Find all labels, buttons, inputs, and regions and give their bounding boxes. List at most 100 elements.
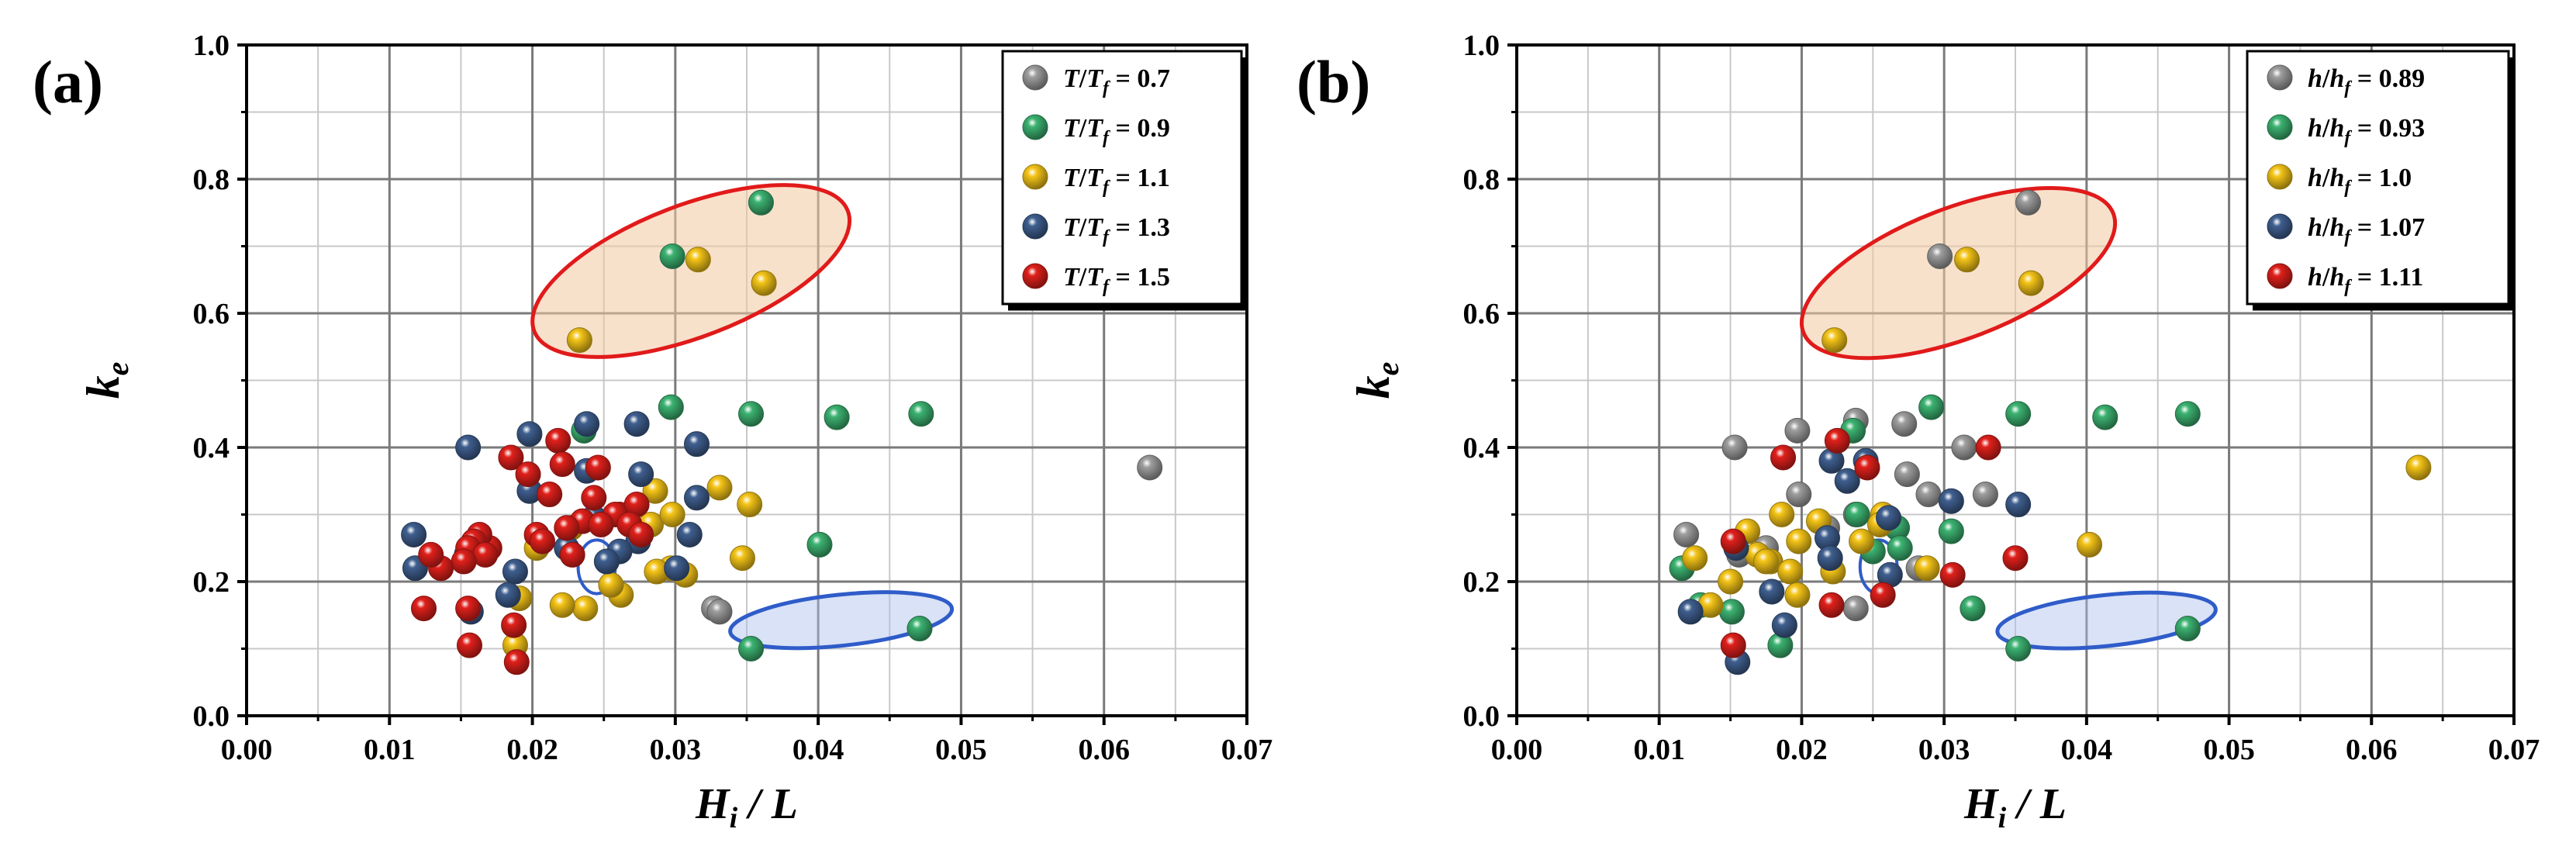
x-axis-ticks: 0.00 0.01 0.02 0.03 0.04 0.05 0.06 0.07 xyxy=(1491,716,2540,766)
x-tick-label: 0.07 xyxy=(2488,734,2540,766)
legend-label: T/Tf = 0.7 xyxy=(1063,64,1170,98)
legend-marker xyxy=(1022,114,1048,140)
legend-marker xyxy=(1022,213,1048,240)
point-series-1 xyxy=(738,401,765,427)
highlight-ellipses xyxy=(530,183,955,651)
y-tick-label: 0.4 xyxy=(193,432,230,465)
point-series-1 xyxy=(658,394,684,420)
point-series-2 xyxy=(2405,454,2432,481)
point-series-2 xyxy=(737,492,763,518)
point-series-4 xyxy=(1975,434,2001,461)
point-series-1 xyxy=(2005,636,2032,661)
point-series-0 xyxy=(1786,482,1812,508)
point-series-3 xyxy=(1771,612,1797,638)
y-tick-label: 1.0 xyxy=(193,29,230,62)
legend-label: T/Tf = 1.3 xyxy=(1063,213,1170,247)
legend-marker xyxy=(2267,114,2293,140)
point-series-1 xyxy=(1718,599,1745,625)
legend-label: h/hf = 1.0 xyxy=(2308,164,2412,198)
point-series-2 xyxy=(706,475,733,501)
point-series-1 xyxy=(2092,404,2118,430)
point-series-0 xyxy=(1842,596,1869,622)
point-series-4 xyxy=(585,454,611,481)
point-series-1 xyxy=(1938,518,1964,544)
y-axis-title: ke xyxy=(78,362,135,399)
y-tick-label: 0.8 xyxy=(193,164,230,196)
point-series-3 xyxy=(516,421,543,447)
legend-marker xyxy=(2267,263,2293,289)
point-series-2 xyxy=(1822,327,1848,354)
point-series-3 xyxy=(455,434,482,461)
point-series-2 xyxy=(1777,558,1804,585)
y-tick-label: 1.0 xyxy=(1463,29,1500,62)
point-series-3 xyxy=(401,521,427,547)
point-series-3 xyxy=(574,411,600,437)
point-series-2 xyxy=(659,502,685,527)
point-series-3 xyxy=(684,485,710,511)
point-series-2 xyxy=(1784,582,1811,608)
legend-label: h/hf = 1.07 xyxy=(2308,213,2425,247)
y-tick-label: 0.2 xyxy=(1463,566,1500,599)
legend: T/Tf = 0.7 T/Tf = 0.9 T/Tf = 1.1 T/Tf = 1.3… xyxy=(1001,50,1248,311)
legend-label: h/hf = 1.11 xyxy=(2308,263,2423,297)
point-series-2 xyxy=(642,478,668,504)
point-series-2 xyxy=(1753,548,1779,575)
highlight-ellipse-blue xyxy=(1995,590,2218,651)
x-tick-label: 0.04 xyxy=(2061,734,2113,766)
point-series-4 xyxy=(455,596,482,622)
highlight-ellipse-red xyxy=(1799,185,2118,361)
x-axis-ticks: 0.00 0.01 0.02 0.03 0.04 0.05 0.06 0.07 xyxy=(221,716,1272,766)
y-axis-ticks: 0.0 0.2 0.4 0.6 0.8 1.0 xyxy=(193,29,247,733)
point-series-2 xyxy=(2018,270,2044,296)
point-series-2 xyxy=(1718,568,1744,595)
panel-b: 0.00 0.01 0.02 0.03 0.04 0.05 0.06 0.070.00.20.… xyxy=(1297,29,2540,834)
legend-marker xyxy=(2267,64,2293,91)
y-tick-label: 0.6 xyxy=(193,298,230,330)
point-series-1 xyxy=(738,636,765,661)
panel-label: (a) xyxy=(33,48,103,116)
point-series-4 xyxy=(1854,454,1880,481)
point-series-4 xyxy=(1824,427,1850,454)
point-series-1 xyxy=(2174,401,2201,427)
point-series-4 xyxy=(501,612,527,638)
point-series-0 xyxy=(1951,434,1977,461)
point-series-4 xyxy=(529,528,555,554)
point-series-2 xyxy=(549,592,575,618)
x-tick-label: 0.03 xyxy=(1918,734,1970,766)
point-series-2 xyxy=(566,327,592,354)
panel-label: (b) xyxy=(1297,48,1370,116)
data-points xyxy=(1669,189,2432,675)
point-series-3 xyxy=(676,521,703,547)
point-series-2 xyxy=(685,247,711,273)
y-tick-label: 0.0 xyxy=(1463,700,1500,733)
point-series-3 xyxy=(628,461,654,488)
x-tick-label: 0.06 xyxy=(1078,734,1130,766)
point-series-0 xyxy=(1891,411,1918,437)
point-series-2 xyxy=(1682,545,1708,572)
point-series-4 xyxy=(1770,444,1797,471)
point-series-3 xyxy=(502,558,528,585)
x-tick-label: 0.01 xyxy=(364,734,416,766)
point-series-4 xyxy=(472,541,499,568)
point-series-4 xyxy=(498,444,524,471)
highlight-ellipse-red xyxy=(530,183,852,359)
point-series-3 xyxy=(1875,505,1901,531)
point-series-0 xyxy=(1972,482,1998,508)
point-series-0 xyxy=(1784,417,1811,444)
point-series-2 xyxy=(572,596,599,622)
point-series-2 xyxy=(1769,502,1795,527)
point-series-3 xyxy=(623,411,650,437)
point-series-0 xyxy=(1927,243,1953,269)
point-series-2 xyxy=(1914,555,1940,582)
point-series-2 xyxy=(1786,528,1812,554)
point-series-4 xyxy=(559,541,585,568)
point-series-4 xyxy=(1720,632,1746,658)
point-series-4 xyxy=(549,451,575,478)
point-series-2 xyxy=(2077,531,2103,558)
point-series-2 xyxy=(598,572,624,598)
point-series-4 xyxy=(418,541,444,568)
point-series-1 xyxy=(1918,394,1945,420)
legend-label: T/Tf = 0.9 xyxy=(1063,114,1170,148)
data-points xyxy=(401,189,1163,675)
